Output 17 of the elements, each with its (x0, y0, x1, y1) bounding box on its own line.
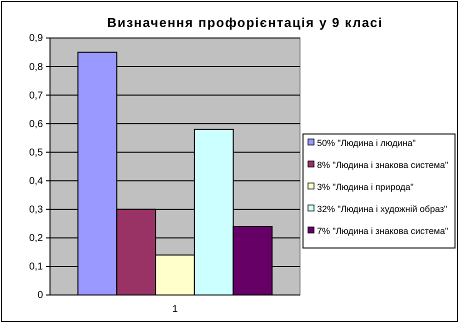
y-tick-label: 0,8 (29, 62, 44, 73)
y-tick-label: 0,6 (29, 118, 44, 130)
legend-label: 50% "Людина і людина" (317, 138, 416, 148)
legend-label: 8% "Людина і знакова система" (317, 160, 448, 170)
y-tick-label: 0,1 (29, 262, 44, 273)
y-tick-label: 0,5 (29, 147, 44, 158)
legend-label: 32% "Людина і художній образ" (317, 204, 448, 214)
y-tick-label: 0,9 (29, 33, 44, 44)
legend-label: 3% "Людина і природа" (317, 182, 414, 192)
y-tick-label: 0,2 (29, 233, 44, 244)
legend-label: 7% "Людина і знакова система" (317, 226, 448, 236)
chart-title: Визначення профорієнтація у 9 класі (107, 15, 383, 30)
y-tick-label: 0,3 (29, 204, 44, 216)
y-tick-label: 0,4 (29, 176, 44, 187)
y-tick-label: 0,7 (29, 90, 44, 102)
y-tick-label: 0 (37, 290, 44, 302)
x-tick-label: 1 (172, 304, 178, 316)
